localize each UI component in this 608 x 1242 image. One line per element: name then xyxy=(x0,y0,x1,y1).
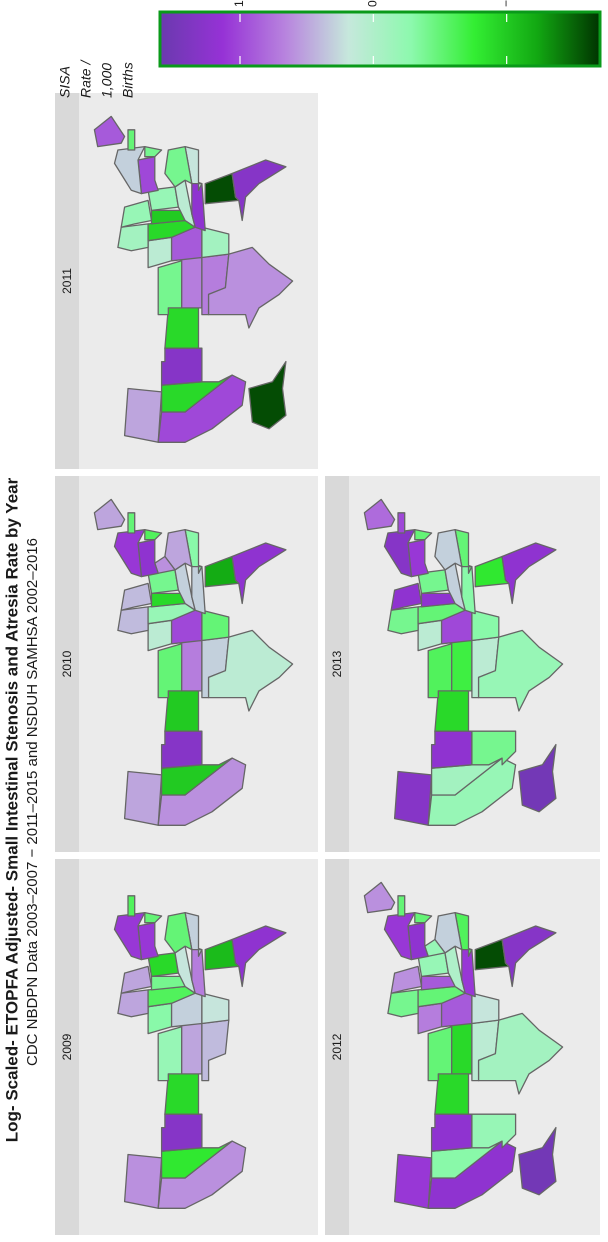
state xyxy=(120,199,153,228)
state xyxy=(127,512,136,534)
state xyxy=(164,307,200,349)
state xyxy=(93,115,126,148)
state xyxy=(93,498,126,531)
legend-title: 1,000 xyxy=(99,63,115,98)
panel-label: 2009 xyxy=(60,1033,74,1060)
state xyxy=(397,512,406,534)
state xyxy=(207,629,294,712)
state xyxy=(451,1022,473,1075)
panel-label: 2010 xyxy=(60,650,74,677)
panel-strip xyxy=(325,476,349,852)
state xyxy=(127,129,136,151)
state xyxy=(160,347,203,386)
state xyxy=(518,1126,557,1196)
state xyxy=(430,1113,473,1152)
state xyxy=(207,246,294,329)
state xyxy=(181,1022,203,1075)
state xyxy=(164,145,193,188)
state xyxy=(127,895,136,917)
state xyxy=(120,582,153,611)
state xyxy=(477,629,564,712)
colorbar-tick-label: 1 xyxy=(232,0,246,7)
state xyxy=(387,989,419,1018)
state xyxy=(231,542,287,605)
state xyxy=(471,609,500,642)
state xyxy=(160,1113,203,1152)
state xyxy=(117,989,149,1018)
state xyxy=(181,256,203,309)
state xyxy=(157,1026,183,1082)
state xyxy=(390,965,423,994)
panel-label: 2012 xyxy=(330,1033,344,1060)
legend-title: Rate / xyxy=(78,59,94,98)
state xyxy=(363,881,396,914)
state xyxy=(123,387,163,443)
state xyxy=(201,609,230,642)
state xyxy=(164,911,193,954)
state xyxy=(434,528,463,571)
state xyxy=(201,992,230,1025)
state xyxy=(501,542,557,605)
state xyxy=(157,643,183,699)
state xyxy=(144,911,163,924)
state xyxy=(427,643,453,699)
state xyxy=(393,1153,433,1209)
state xyxy=(390,582,423,611)
colorbar-tick-label: −1 xyxy=(499,0,513,7)
state xyxy=(201,226,230,259)
state xyxy=(397,895,406,917)
state xyxy=(434,1073,470,1115)
state xyxy=(471,992,500,1025)
panel-label: 2011 xyxy=(60,268,74,294)
state xyxy=(414,528,433,541)
chart-subtitle: CDC NBDPN Data 2003–2007 − 2011–2015 and… xyxy=(24,538,41,1066)
state xyxy=(231,159,287,222)
state xyxy=(117,223,149,252)
state xyxy=(123,1153,163,1209)
state xyxy=(123,770,163,826)
legend-title: SISA xyxy=(57,66,73,98)
panel-strip xyxy=(55,859,79,1235)
colorbar-tick-label: 0 xyxy=(366,0,380,7)
state xyxy=(181,639,203,692)
state xyxy=(471,730,517,766)
state xyxy=(414,911,433,924)
state xyxy=(393,770,433,826)
chart-title: Log- Scaled- ETOPFA Adjusted- Small Inte… xyxy=(2,477,21,1142)
state xyxy=(434,690,470,732)
state xyxy=(157,260,183,316)
state xyxy=(471,1113,517,1149)
panel-strip xyxy=(55,476,79,852)
state xyxy=(363,498,396,531)
state xyxy=(518,743,557,813)
state xyxy=(501,925,557,988)
state xyxy=(430,730,473,769)
state xyxy=(451,639,473,692)
state xyxy=(144,528,163,541)
state xyxy=(120,965,153,994)
state xyxy=(164,690,200,732)
state xyxy=(477,1012,564,1095)
state xyxy=(387,606,419,635)
state xyxy=(160,730,203,769)
state xyxy=(117,606,149,635)
state xyxy=(231,925,287,988)
legend-title: Births xyxy=(120,62,136,98)
panel-strip xyxy=(55,93,79,469)
panel-label: 2013 xyxy=(330,650,344,677)
panel-strip xyxy=(325,859,349,1235)
state xyxy=(427,1026,453,1082)
state xyxy=(248,360,287,430)
state xyxy=(144,145,163,158)
colorbar xyxy=(158,10,602,68)
state xyxy=(164,1073,200,1115)
